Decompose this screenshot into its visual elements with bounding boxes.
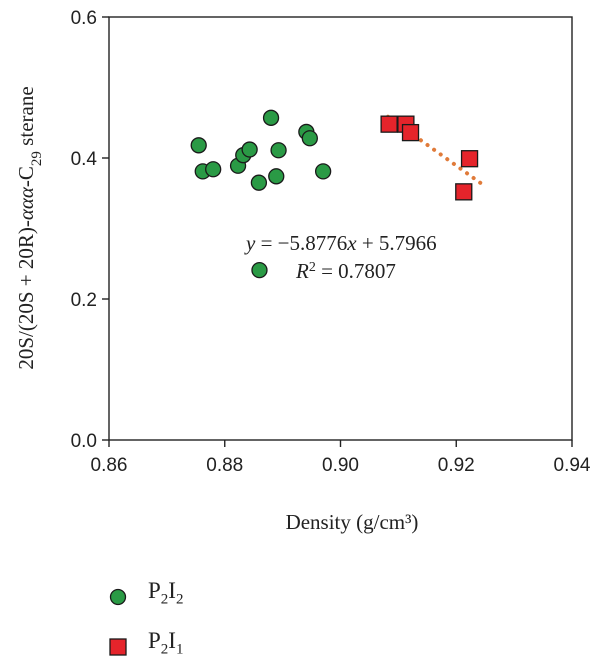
y-tick-label: 0.4	[71, 149, 98, 170]
x-tick-label: 0.94	[554, 455, 591, 476]
x-tick-label: 0.90	[322, 455, 359, 476]
x-tick-label: 0.92	[438, 455, 475, 476]
data-point-p2i2	[190, 137, 207, 154]
x-tick-label: 0.88	[206, 455, 243, 476]
y-tick-label: 0.6	[71, 8, 97, 29]
r-squared: R2 = 0.7807	[295, 259, 396, 283]
legend-item-p2i1: P2I1	[108, 622, 308, 672]
circle-marker-icon	[109, 588, 127, 606]
legend-label-p2i2: P2I2	[148, 578, 184, 608]
data-point-p2i1	[455, 183, 473, 201]
data-points	[190, 109, 479, 279]
data-point-p2i2	[251, 261, 268, 279]
data-point-p2i1	[401, 123, 420, 142]
data-point-p2i2	[250, 174, 268, 191]
trendline-group	[385, 114, 485, 187]
data-point-p2i2	[262, 109, 280, 126]
data-point-p2i1	[460, 150, 479, 168]
data-point-p2i2	[314, 163, 332, 180]
plot-frame	[108, 16, 573, 441]
axis-ticks: 0.86 0.88 0.90 0.92 0.94 0.0 0.2 0.4 0.6	[71, 8, 591, 476]
y-axis-label: 20S/(20S + 20R)-ααα-C29 sterane	[14, 86, 45, 369]
data-point-p2i1	[380, 115, 398, 133]
legend-label-p2i1: P2I1	[148, 628, 184, 658]
trendline	[385, 114, 485, 187]
data-point-p2i2	[301, 130, 318, 147]
legend: P2I2 P2I1	[108, 572, 308, 672]
plot-border	[108, 16, 573, 441]
legend-item-p2i2: P2I2	[108, 572, 308, 622]
x-tick-label: 0.86	[91, 455, 128, 476]
data-point-p2i2	[270, 142, 287, 159]
regression-equation: y = −5.8776x + 5.7966	[244, 231, 437, 255]
r-squared-value: = 0.7807	[321, 259, 396, 283]
y-tick-label: 0.2	[71, 290, 97, 311]
x-axis-label: Density (g/cm³)	[286, 510, 419, 534]
data-point-p2i2	[268, 168, 285, 185]
data-point-p2i2	[205, 161, 222, 178]
square-marker-icon	[109, 638, 127, 656]
data-point-p2i2	[241, 141, 258, 158]
y-tick-label: 0.0	[71, 431, 97, 452]
